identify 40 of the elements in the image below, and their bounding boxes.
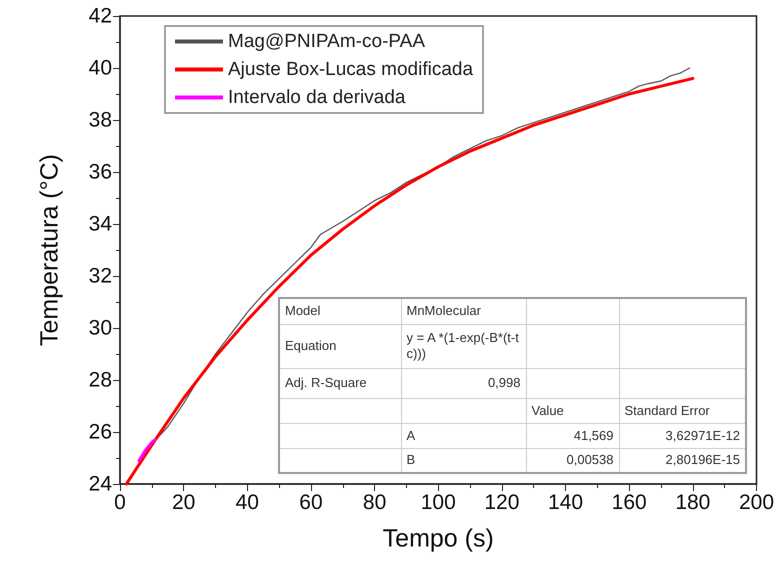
x-tick-label: 140: [548, 491, 584, 514]
x-tick-label: 100: [420, 491, 456, 514]
x-tick-label: 160: [612, 491, 647, 514]
x-tick-label: 40: [236, 491, 259, 514]
annotation: Standard Error: [619, 398, 746, 423]
legend-label: Intervalo da derivada: [228, 87, 406, 108]
x-axis-title: Tempo (s): [382, 524, 494, 552]
y-tick-label: 26: [88, 420, 112, 444]
y-tick-label: 42: [88, 4, 112, 28]
y-tick-label: 38: [88, 108, 112, 132]
x-tick-label: 0: [114, 491, 126, 514]
y-tick-label: 28: [88, 368, 112, 392]
y-tick-label: 40: [88, 56, 112, 80]
annotation: 3,62971E-12: [619, 423, 746, 448]
annotation: Model: [279, 298, 401, 324]
x-tick-label: 20: [172, 491, 196, 514]
annotation: MnMolecular: [401, 298, 526, 324]
x-tick-label: 60: [299, 491, 323, 514]
annotation: 0,998: [401, 368, 526, 398]
annotation: 0,00538: [526, 448, 619, 473]
annotation: Value: [526, 398, 619, 423]
annotation: 41,569: [526, 423, 619, 448]
y-axis-title: Temperatura (°C): [36, 154, 64, 346]
y-tick-label: 32: [88, 264, 112, 288]
y-tick-label: 24: [88, 472, 112, 496]
y-tick-label: 36: [88, 160, 112, 184]
x-tick-label: 120: [484, 491, 520, 514]
annotation: B: [401, 448, 526, 473]
annotation: Equation: [279, 324, 401, 368]
y-tick-label: 30: [88, 316, 112, 340]
annotation: 2,80196E-15: [619, 448, 746, 473]
annotation: A: [401, 423, 526, 448]
y-tick-label: 34: [88, 212, 112, 236]
legend-label: Mag@PNIPAm-co-PAA: [228, 31, 426, 52]
x-tick-label: 180: [675, 491, 710, 514]
x-tick-label: 80: [362, 491, 386, 514]
x-tick-label: 200: [738, 491, 774, 514]
legend-label: Ajuste Box-Lucas modificada: [228, 59, 474, 80]
annotation: y = A *(1-exp(-B*(t-tc))): [401, 324, 526, 368]
annotation: Adj. R-Square: [279, 368, 401, 398]
